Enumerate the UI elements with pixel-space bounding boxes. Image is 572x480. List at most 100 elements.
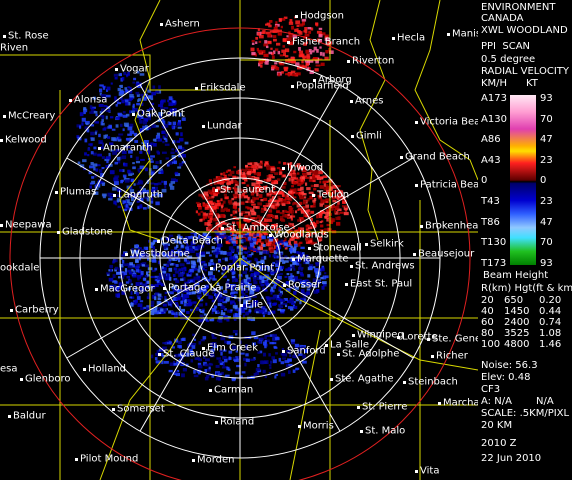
echo xyxy=(245,200,249,203)
echo xyxy=(306,55,311,59)
echo xyxy=(90,124,95,127)
echo xyxy=(196,259,201,263)
echo xyxy=(256,311,260,314)
echo xyxy=(172,161,176,164)
echo xyxy=(307,27,312,30)
echo xyxy=(212,308,217,312)
echo xyxy=(175,251,178,254)
echo xyxy=(231,291,235,295)
echo xyxy=(101,182,105,186)
echo xyxy=(184,141,189,145)
echo xyxy=(243,215,247,218)
echo xyxy=(144,289,147,292)
echo xyxy=(332,190,337,194)
echo xyxy=(156,150,159,154)
echo xyxy=(197,364,203,369)
echo xyxy=(279,268,283,271)
echo xyxy=(325,189,331,194)
echo xyxy=(300,246,305,250)
echo xyxy=(256,214,260,219)
spoke xyxy=(274,277,414,359)
echo xyxy=(258,58,263,63)
echo xyxy=(189,349,193,352)
place-marker xyxy=(291,85,294,88)
echo xyxy=(273,282,277,287)
echo xyxy=(95,113,98,117)
echo xyxy=(337,216,341,220)
echo xyxy=(269,366,272,369)
echo xyxy=(157,293,162,297)
scale-kmh: A86 xyxy=(481,134,501,146)
echo xyxy=(303,298,307,303)
echo xyxy=(315,22,319,26)
echo xyxy=(278,305,284,309)
echo xyxy=(288,177,291,182)
echo xyxy=(297,227,301,231)
echo xyxy=(129,123,134,128)
echo xyxy=(211,299,216,303)
echo xyxy=(290,236,293,240)
echo xyxy=(134,254,138,258)
place-label: St. Claude xyxy=(163,348,214,359)
echo xyxy=(207,278,211,282)
echo xyxy=(92,163,98,167)
echo xyxy=(320,224,324,228)
echo xyxy=(162,270,167,274)
echo xyxy=(223,193,227,197)
echo xyxy=(232,193,238,197)
echo xyxy=(117,112,122,116)
echo xyxy=(221,366,226,369)
echo xyxy=(204,207,209,210)
echo xyxy=(127,133,133,136)
echo xyxy=(127,193,131,197)
echo xyxy=(180,278,184,281)
echo xyxy=(173,112,177,116)
echo xyxy=(206,233,211,236)
echo xyxy=(315,271,321,275)
echo xyxy=(201,234,204,238)
echo xyxy=(128,150,133,154)
echo xyxy=(225,283,229,287)
echo xyxy=(254,271,260,276)
echo xyxy=(258,189,263,193)
echo xyxy=(171,346,176,349)
echo xyxy=(310,217,313,222)
time: 2010 Z xyxy=(481,438,517,449)
echo xyxy=(313,173,318,176)
echo xyxy=(297,188,302,192)
echo xyxy=(204,369,207,373)
echo xyxy=(104,158,110,162)
place-label: La Salle xyxy=(330,339,369,350)
echo xyxy=(112,274,116,278)
echo xyxy=(224,340,228,344)
echo xyxy=(303,173,308,176)
echo xyxy=(114,178,119,182)
echo xyxy=(244,178,248,182)
echo xyxy=(294,286,299,290)
echo xyxy=(174,172,179,175)
echo xyxy=(162,253,167,257)
echo xyxy=(95,187,99,190)
echo xyxy=(305,283,310,287)
place-marker xyxy=(447,33,450,36)
echo xyxy=(293,196,297,199)
beam-cell: 0.74 xyxy=(539,317,562,328)
echo xyxy=(318,34,323,38)
echo xyxy=(189,268,195,272)
echo xyxy=(144,94,148,99)
echo xyxy=(264,360,269,365)
echo xyxy=(163,263,168,266)
echo xyxy=(109,285,113,289)
echo xyxy=(268,33,272,37)
echo xyxy=(227,169,231,172)
echo xyxy=(90,107,95,110)
echo xyxy=(213,192,218,197)
place-marker xyxy=(163,287,166,290)
place-marker xyxy=(195,87,198,90)
place-label: Elie xyxy=(245,299,263,310)
place-marker xyxy=(413,253,416,256)
echo xyxy=(306,212,311,216)
echo xyxy=(213,205,218,209)
echo xyxy=(227,253,232,257)
echo xyxy=(101,142,104,147)
